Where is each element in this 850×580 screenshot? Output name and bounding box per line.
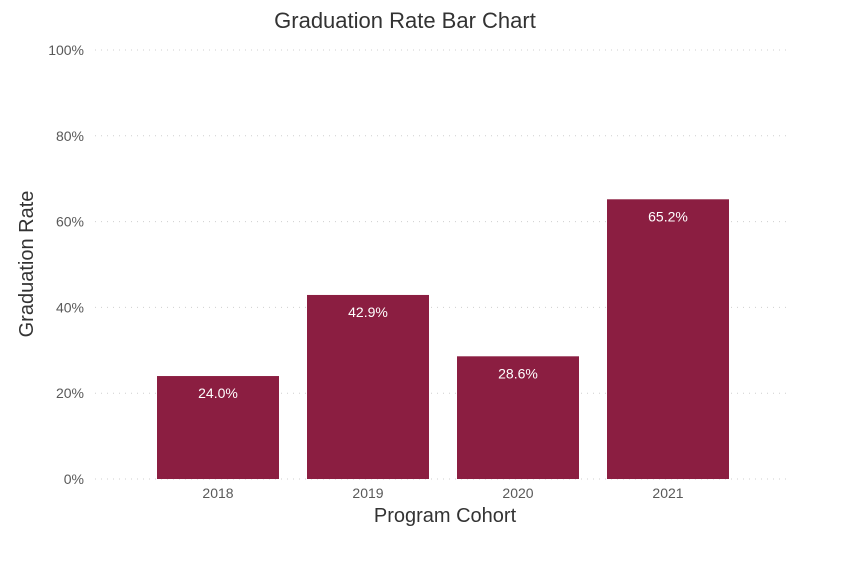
bar-2021	[607, 199, 729, 480]
x-tick-label: 2021	[652, 485, 683, 501]
y-tick-label: 40%	[56, 299, 84, 315]
y-tick-label: 100%	[48, 42, 84, 58]
y-tick-label: 20%	[56, 385, 84, 401]
data-label-2020: 28.6%	[498, 365, 538, 381]
x-tick-label: 2020	[502, 485, 533, 501]
bar-2020	[457, 356, 579, 479]
bars	[157, 199, 729, 480]
chart-title: Graduation Rate Bar Chart	[274, 8, 536, 33]
data-label-2018: 24.0%	[198, 385, 238, 401]
y-tick-label: 0%	[64, 471, 84, 487]
data-labels: 24.0% 42.9% 28.6% 65.2%	[198, 208, 688, 401]
data-label-2021: 65.2%	[648, 208, 688, 224]
data-label-2019: 42.9%	[348, 304, 388, 320]
x-axis-ticks: 2018 2019 2020 2021	[202, 485, 683, 501]
x-tick-label: 2019	[352, 485, 383, 501]
bar-2018	[157, 376, 279, 479]
x-tick-label: 2018	[202, 485, 233, 501]
y-tick-label: 80%	[56, 128, 84, 144]
x-axis-label: Program Cohort	[374, 505, 517, 527]
y-axis-ticks: 0% 20% 40% 60% 80% 100%	[48, 42, 84, 487]
y-tick-label: 60%	[56, 214, 84, 230]
y-axis-label: Graduation Rate	[16, 191, 38, 338]
bar-2019	[307, 294, 429, 479]
